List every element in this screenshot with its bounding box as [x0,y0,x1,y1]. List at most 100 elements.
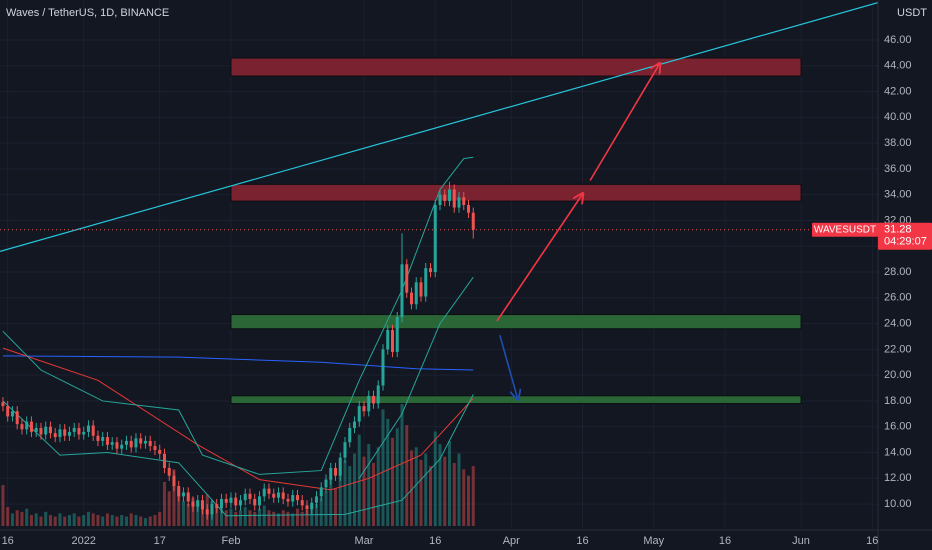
candle-body [319,487,323,497]
candle-body [10,411,14,417]
indicator-line [2,394,474,517]
candle-body [25,421,29,430]
candle-body [120,444,124,449]
candle-body [329,467,333,480]
volume-bar [267,510,271,526]
volume-bar [409,450,413,526]
volume-bar [77,516,81,526]
symbol-label: WAVESUSDT [814,224,876,235]
volume-bar [352,453,356,526]
candle-body [67,431,71,436]
candle-body [348,428,352,443]
volume-bar [405,425,409,526]
volume-bar [433,431,437,526]
trend-line [0,2,878,252]
plot-area [0,2,878,526]
volume-bar [295,508,299,526]
candle-body [172,475,176,487]
candle-body [91,425,95,436]
volume-bar [286,511,290,526]
arrow [496,193,583,322]
candle-body [34,428,38,432]
y-unit: USDT [897,7,927,19]
candle-body [162,453,166,468]
volume-bar [457,453,461,526]
volume-bar [333,488,337,526]
volume-bar [362,456,366,526]
candle-body [101,437,105,441]
candle-body [115,442,119,449]
candle-body [248,493,252,499]
candle-body [205,509,209,515]
candle-body [286,498,290,502]
volume-bar [452,463,456,526]
y-tick-label: 16.00 [884,421,912,433]
volume-bar [248,510,252,526]
candle-body [419,282,423,297]
candle-body [82,431,86,435]
candle-body [139,438,143,444]
volume-bar [177,488,181,526]
candle-body [452,189,456,208]
volume-bar [172,469,176,526]
x-tick-label: 17 [154,535,166,547]
volume-bar [471,466,475,526]
volume-bar [143,518,147,526]
volume-bar [124,516,128,526]
candle-body [1,402,5,407]
x-tick-label: Jun [792,535,810,547]
candle-body [295,495,299,501]
candle-body [409,292,413,305]
volume-bar [272,511,276,526]
volume-bar [467,475,471,526]
candle-body [305,505,309,510]
volume-bar [10,513,14,526]
volume-bar [67,514,71,526]
candle-body [134,438,138,448]
candle-body [424,268,428,297]
candle-body [200,500,204,510]
volume-bar [196,502,200,526]
y-tick-label: 34.00 [884,189,912,201]
candle-body [438,194,442,205]
price-zone [230,314,802,330]
volume-bar [224,510,228,526]
candle-body [215,504,219,508]
volume-bar [120,514,124,526]
volume-bar [186,503,190,526]
candle-body [253,498,257,506]
volume-bar [338,469,342,526]
volume-bar [200,505,204,526]
volume-bar [162,481,166,526]
x-tick-label: Mar [355,535,374,547]
volume-bar [96,514,100,526]
candle-body [371,395,375,404]
candle-body [291,495,295,502]
volume-bar [86,511,90,526]
volume-bar [376,447,380,526]
x-tick-label: 16 [866,535,878,547]
y-tick-label: 10.00 [884,498,912,510]
y-tick-label: 24.00 [884,318,912,330]
x-tick-label: 16 [719,535,731,547]
candle-body [15,411,19,425]
candle-body [129,440,133,448]
candle-body [314,496,318,503]
candle-body [196,500,200,507]
candle-body [457,197,461,208]
candle-body [343,442,347,458]
y-tick-label: 22.00 [884,343,912,355]
volume-bar [110,514,114,526]
candle-body [362,406,366,412]
volume-bar [243,507,247,526]
y-tick-label: 40.00 [884,111,912,123]
candle-body [357,406,361,422]
price-label: 31.28 [884,224,912,236]
candle-body [428,268,432,273]
volume-bar [139,516,143,526]
volume-bar [357,434,361,526]
volume-bar [167,491,171,526]
candle-body [333,467,337,476]
candle-body [219,498,223,508]
volume-bar [101,516,105,526]
